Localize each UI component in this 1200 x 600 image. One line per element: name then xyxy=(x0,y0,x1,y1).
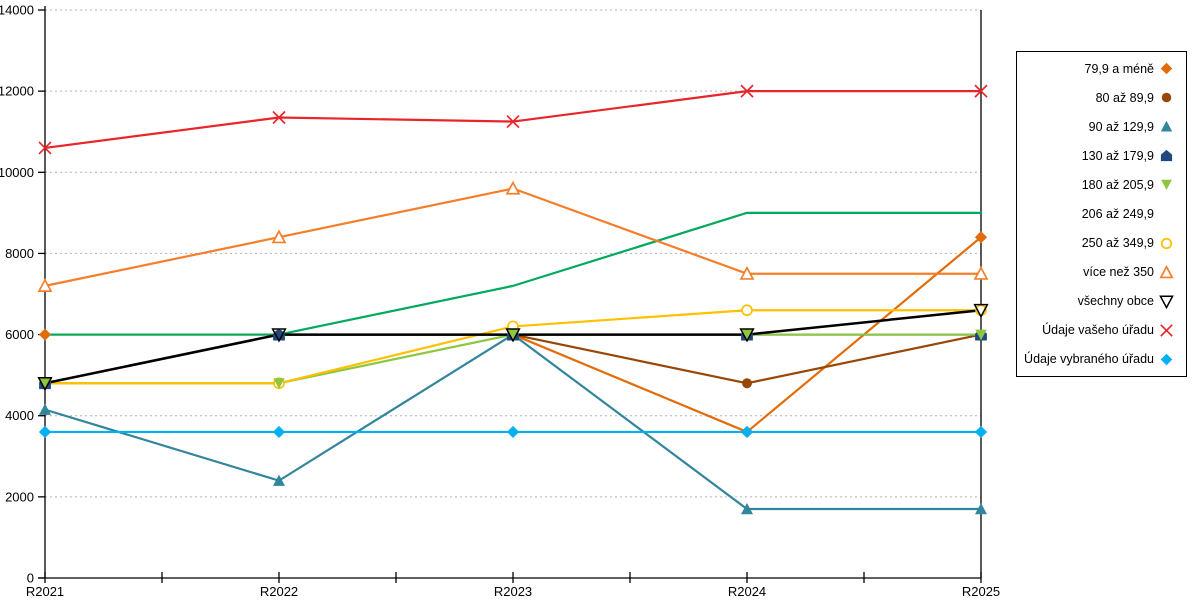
legend-triangle-down-icon xyxy=(1159,295,1174,309)
legend-diamond-icon xyxy=(1160,353,1173,366)
y-tick-label: 14000 xyxy=(0,3,34,18)
legend-item: 90 až 129,9 xyxy=(1017,119,1186,134)
series-marker-group xyxy=(38,84,988,155)
legend-item: 180 až 205,9 xyxy=(1017,177,1186,192)
x-tick-label: R2022 xyxy=(260,584,298,599)
legend-item: 79,9 a méně xyxy=(1017,61,1186,76)
legend-triangle-up-icon xyxy=(1160,120,1173,132)
legend-label: Údaje vybraného úřadu xyxy=(1024,352,1154,367)
legend-item: více než 350 xyxy=(1017,264,1186,280)
y-tick-label: 4000 xyxy=(5,408,34,423)
legend-item: 206 až 249,9 xyxy=(1017,206,1186,221)
y-tick-label: 2000 xyxy=(5,489,34,504)
series-markers xyxy=(37,84,989,515)
series-marker-group xyxy=(39,329,987,389)
y-tick-label: 6000 xyxy=(5,327,34,342)
legend-item: Údaje vašeho úřadu xyxy=(1017,323,1186,338)
legend-square-icon xyxy=(1159,206,1174,221)
x-tick-label: R2023 xyxy=(494,584,532,599)
legend-item: 250 až 349,9 xyxy=(1017,236,1186,251)
series-lines xyxy=(43,90,983,511)
legend-circle-icon xyxy=(1160,237,1173,249)
legend-label: 80 až 89,9 xyxy=(1095,90,1154,105)
legend-diamond-icon xyxy=(1160,62,1173,75)
legend-item: všechny obce xyxy=(1017,294,1186,309)
x-tick-label: R2021 xyxy=(26,584,64,599)
legend-item: 130 až 179,9 xyxy=(1017,148,1186,163)
legend-item: Údaje vybraného úřadu xyxy=(1017,352,1186,367)
y-tick-label: 10000 xyxy=(0,165,34,180)
axes: 0 2000 4000 6000 8000 10000 12000 14000 R2021 R20… xyxy=(0,3,1000,600)
legend-label: 180 až 205,9 xyxy=(1081,177,1154,192)
series-line xyxy=(43,333,983,511)
series-marker-group xyxy=(37,303,989,392)
series-line xyxy=(43,187,983,287)
y-tick-label: 12000 xyxy=(0,84,34,99)
x-tick-label: R2025 xyxy=(962,584,1000,599)
legend-label: více než 350 xyxy=(1083,265,1154,280)
legend-label: 206 až 249,9 xyxy=(1081,206,1154,221)
legend-label: 130 až 179,9 xyxy=(1081,148,1154,163)
legend-label: 79,9 a méně xyxy=(1084,61,1155,76)
y-tick-label: 8000 xyxy=(5,246,34,261)
legend-triangle-down-icon xyxy=(1161,180,1172,191)
x-tick-label: R2024 xyxy=(728,584,766,599)
chart-legend: 79,9 a méně 80 až 89,9 90 až 129,9 130 až 1… xyxy=(1016,51,1187,377)
gridlines xyxy=(45,9,981,498)
legend-circle-icon xyxy=(1161,92,1172,103)
series-marker-group xyxy=(39,328,987,515)
legend-pentagon-icon xyxy=(1160,150,1173,162)
series-line xyxy=(43,90,983,150)
series-marker-group xyxy=(38,425,988,439)
legend-label: Údaje vašeho úřadu xyxy=(1042,323,1154,338)
series-marker-group xyxy=(39,304,987,390)
legend-x-icon xyxy=(1160,323,1173,337)
legend-label: 250 až 349,9 xyxy=(1081,236,1154,250)
legend-label: 90 až 129,9 xyxy=(1088,119,1154,134)
legend-item: 80 až 89,9 xyxy=(1017,90,1186,105)
y-tick-label: 0 xyxy=(27,571,34,586)
legend-label: všechny obce xyxy=(1077,294,1154,309)
legend-triangle-up-icon xyxy=(1159,264,1174,278)
series-marker-group xyxy=(37,180,989,292)
series-line xyxy=(43,211,983,336)
